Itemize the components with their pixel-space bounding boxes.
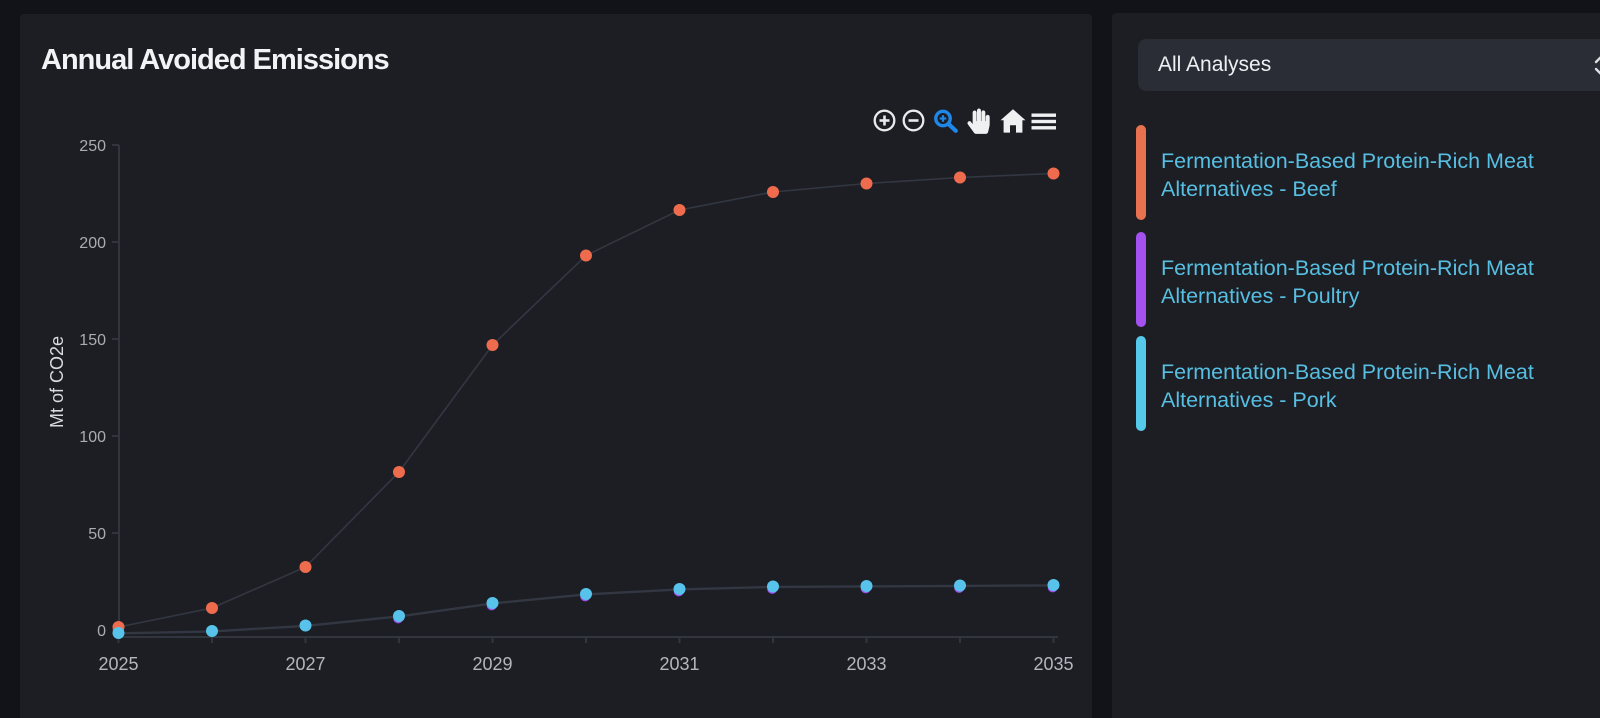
svg-text:2029: 2029 <box>472 654 512 674</box>
svg-text:150: 150 <box>79 332 106 349</box>
svg-text:0: 0 <box>97 623 106 640</box>
svg-text:200: 200 <box>79 235 106 252</box>
svg-text:Mt of CO2e: Mt of CO2e <box>47 336 67 428</box>
svg-text:2031: 2031 <box>659 654 699 674</box>
svg-text:100: 100 <box>79 429 106 446</box>
svg-text:250: 250 <box>79 138 106 155</box>
svg-text:2033: 2033 <box>846 654 886 674</box>
svg-text:2027: 2027 <box>285 654 325 674</box>
svg-text:2025: 2025 <box>98 654 138 674</box>
svg-text:2035: 2035 <box>1033 654 1073 674</box>
svg-text:50: 50 <box>88 526 106 543</box>
